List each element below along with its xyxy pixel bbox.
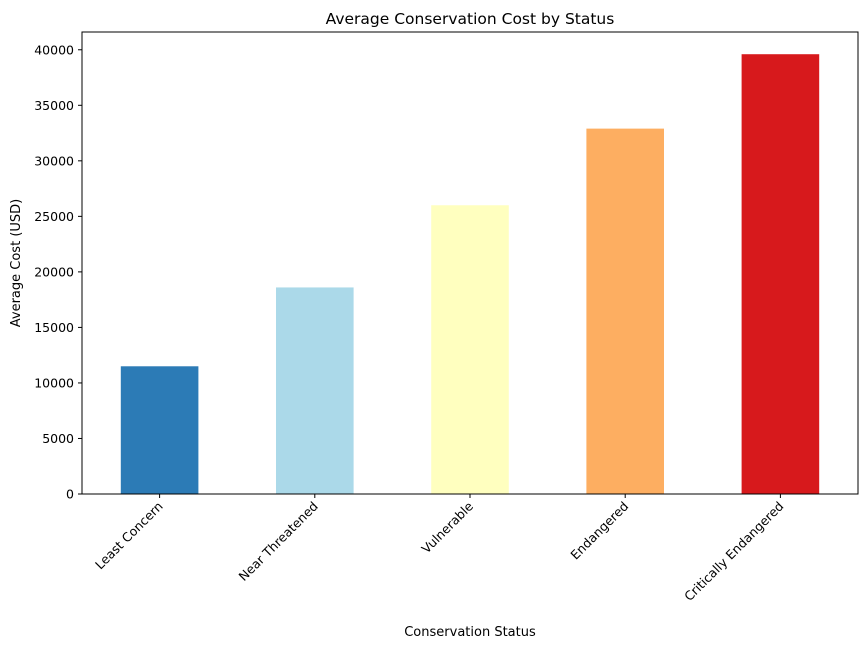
y-tick-label: 5000 (42, 431, 74, 446)
y-tick-label: 35000 (34, 98, 74, 113)
plot-area: 0 5000 10000 15000 20000 25000 30000 35000 40000… (34, 31, 859, 604)
y-tick-label: 15000 (34, 320, 74, 335)
y-tick-label: 30000 (34, 153, 74, 168)
x-axis-label: Conservation Status (404, 625, 536, 640)
y-tick-label: 25000 (34, 209, 74, 224)
x-tick-label: Vulnerable (418, 498, 476, 556)
y-tick-label: 10000 (34, 375, 74, 390)
y-axis-label: Average Cost (USD) (9, 199, 24, 327)
chart-title: Average Conservation Cost by Status (326, 10, 615, 28)
x-tick-label: Critically Endangered (681, 499, 786, 604)
y-tick-label: 0 (66, 487, 74, 502)
bar-endangered (586, 128, 664, 495)
x-tick-label: Endangered (567, 499, 631, 563)
x-tick-label: Least Concern (92, 499, 166, 573)
bar-vulnerable (431, 205, 509, 494)
plot-frame (81, 31, 859, 495)
y-tick-label: 20000 (34, 264, 74, 279)
bar-near-threatened (276, 287, 354, 494)
bar-least-concern (120, 366, 199, 494)
x-tick-label: Near Threatened (236, 499, 321, 584)
y-tick-label: 40000 (34, 42, 74, 57)
bar-critically-endangered (741, 54, 820, 494)
